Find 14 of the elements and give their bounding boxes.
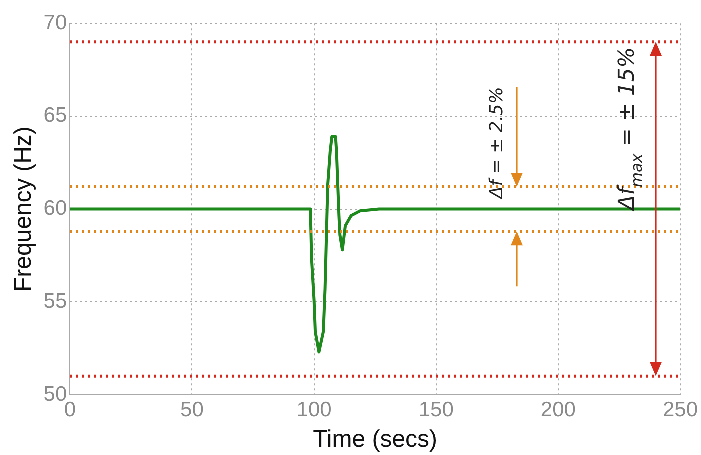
x-axis-title: Time (secs) xyxy=(313,426,438,454)
annotation: Δfmax = ± 15% xyxy=(614,47,646,212)
x-tick-label: 150 xyxy=(418,398,454,422)
x-tick-label: 0 xyxy=(64,398,76,422)
x-tick-label: 250 xyxy=(662,398,698,422)
x-tick-label: 200 xyxy=(540,398,576,422)
y-tick-label: 70 xyxy=(44,11,68,34)
y-tick-label: 60 xyxy=(44,197,68,220)
annotation: Δf = ± 2.5% xyxy=(486,87,508,201)
x-tick-label: 50 xyxy=(180,398,204,422)
y-tick-label: 55 xyxy=(44,290,68,313)
x-tick-label: 100 xyxy=(296,398,332,422)
y-axis-title: Frequency (Hz) xyxy=(10,126,38,292)
y-tick-label: 65 xyxy=(44,104,68,128)
